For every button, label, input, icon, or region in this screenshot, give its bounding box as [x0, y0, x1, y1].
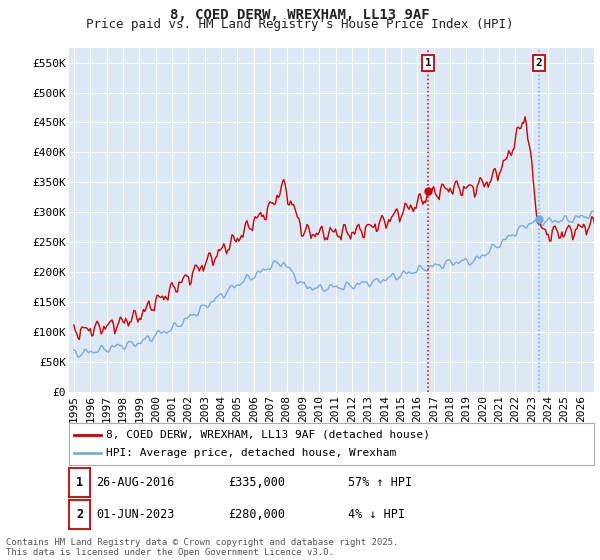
Text: 1: 1: [425, 58, 431, 68]
Text: 1: 1: [76, 475, 83, 489]
Text: 8, COED DERW, WREXHAM, LL13 9AF: 8, COED DERW, WREXHAM, LL13 9AF: [170, 8, 430, 22]
Text: HPI: Average price, detached house, Wrexham: HPI: Average price, detached house, Wrex…: [106, 448, 396, 458]
Text: £280,000: £280,000: [228, 507, 285, 521]
Text: £335,000: £335,000: [228, 475, 285, 489]
Text: Price paid vs. HM Land Registry's House Price Index (HPI): Price paid vs. HM Land Registry's House …: [86, 18, 514, 31]
Text: 4% ↓ HPI: 4% ↓ HPI: [348, 507, 405, 521]
Text: 57% ↑ HPI: 57% ↑ HPI: [348, 475, 412, 489]
Text: Contains HM Land Registry data © Crown copyright and database right 2025.
This d: Contains HM Land Registry data © Crown c…: [6, 538, 398, 557]
Text: 2: 2: [76, 507, 83, 521]
Text: 26-AUG-2016: 26-AUG-2016: [96, 475, 175, 489]
Text: 2: 2: [535, 58, 542, 68]
Text: 01-JUN-2023: 01-JUN-2023: [96, 507, 175, 521]
Text: 8, COED DERW, WREXHAM, LL13 9AF (detached house): 8, COED DERW, WREXHAM, LL13 9AF (detache…: [106, 430, 430, 440]
